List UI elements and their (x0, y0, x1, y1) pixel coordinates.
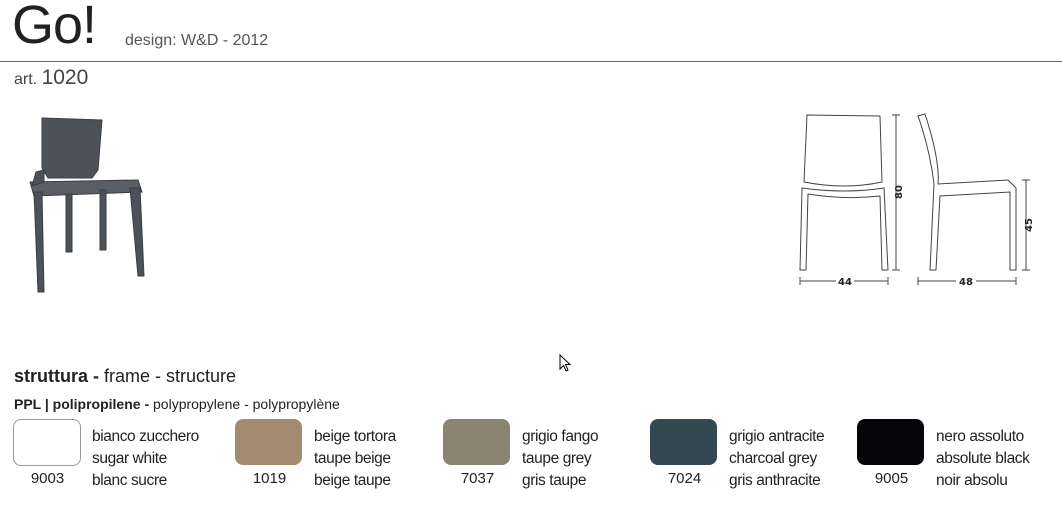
width-dimension: 44 (838, 277, 852, 288)
material-line: PPL | polipropilene - polypropylene - po… (14, 396, 340, 412)
seat-height-dimension: 45 (1024, 218, 1035, 232)
color-name-it: grigio antracite (729, 428, 825, 445)
depth-dimension: 48 (959, 277, 973, 288)
color-code: 1019 (252, 470, 287, 487)
color-names: nero assoluto absolute black noir absolu (936, 426, 1030, 492)
color-name-it: beige tortora (314, 428, 396, 445)
color-name-it: bianco zucchero (92, 428, 199, 445)
dimension-drawing: 44 48 80 45 (799, 113, 1035, 288)
structure-heading-bold: struttura - (14, 366, 99, 386)
article-number: art. 1020 (14, 66, 88, 90)
color-name-fr: blanc sucre (92, 472, 167, 489)
material-rest: polypropylene - polypropylène (149, 396, 340, 412)
color-code: 7037 (460, 470, 495, 487)
color-name-en: absolute black (936, 450, 1030, 467)
color-names: grigio fango taupe grey gris taupe (522, 426, 599, 492)
mouse-cursor-icon (559, 354, 572, 372)
color-name-en: taupe beige (314, 450, 391, 467)
color-swatch-9003 (13, 419, 81, 466)
color-code: 9003 (30, 470, 65, 487)
color-name-en: sugar white (92, 450, 167, 467)
color-name-fr: beige taupe (314, 472, 391, 489)
color-names: beige tortora taupe beige beige taupe (314, 426, 396, 492)
color-name-fr: gris anthracite (729, 472, 821, 489)
color-code: 7024 (667, 470, 702, 487)
color-swatch-7024 (650, 419, 717, 465)
material-bold: PPL | polipropilene - (14, 396, 150, 412)
structure-heading-rest: frame - structure (99, 366, 237, 386)
color-swatch-7037 (443, 419, 510, 465)
article-label: art. (14, 71, 38, 88)
color-names: grigio antracite charcoal grey gris anthra… (729, 426, 825, 492)
color-names: bianco zucchero sugar white blanc sucre (92, 426, 199, 492)
color-code: 9005 (874, 470, 909, 487)
color-name-fr: noir absolu (936, 472, 1008, 489)
designer-credit: design: W&D - 2012 (125, 32, 269, 49)
chair-photo (29, 117, 145, 293)
color-name-it: grigio fango (522, 428, 599, 445)
color-name-en: taupe grey (522, 450, 592, 467)
color-name-fr: gris taupe (522, 472, 587, 489)
product-title: Go! (12, 0, 97, 55)
height-dimension: 80 (894, 185, 905, 199)
color-name-en: charcoal grey (729, 450, 817, 467)
article-value: 1020 (41, 66, 89, 89)
color-swatch-1019 (235, 419, 302, 465)
color-name-it: nero assoluto (936, 428, 1024, 445)
structure-heading: struttura - frame - structure (14, 366, 236, 387)
color-swatch-9005 (857, 419, 924, 465)
header-divider (0, 61, 1062, 62)
